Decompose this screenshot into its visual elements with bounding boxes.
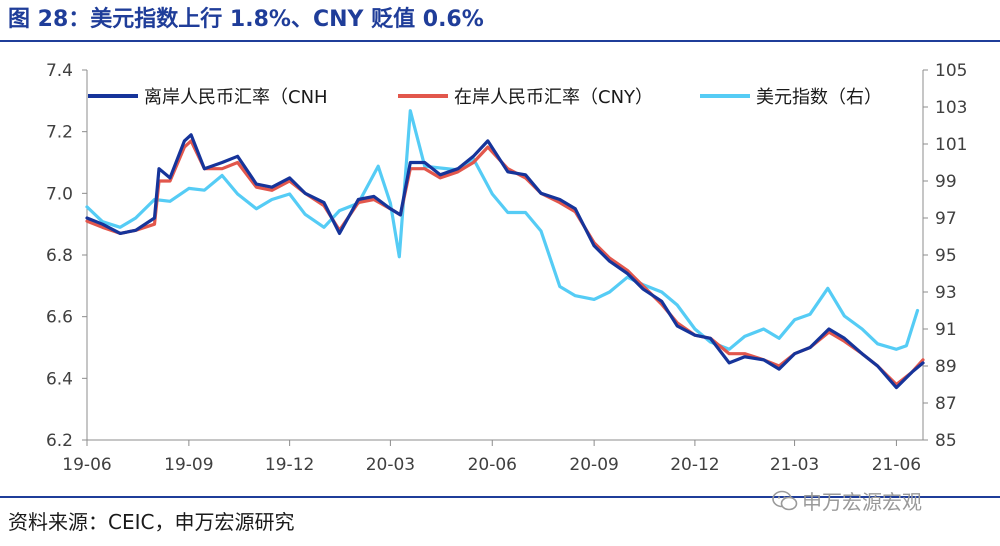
legend: 离岸人民币汇率（CNH 在岸人民币汇率（CNY） 美元指数（右）: [88, 87, 882, 108]
x-tick-label: 19-06: [62, 455, 111, 475]
x-tick-label: 19-12: [265, 455, 314, 475]
left-tick-label: 6.4: [46, 369, 73, 389]
left-tick-label: 7.2: [46, 123, 73, 143]
title-divider: [0, 40, 1000, 42]
right-tick-label: 105: [935, 61, 967, 81]
x-tick-label: 20-03: [366, 455, 415, 475]
x-tick-label: 20-06: [468, 455, 517, 475]
right-tick-label: 91: [935, 320, 957, 340]
series-line-1: [85, 133, 925, 390]
left-tick-label: 6.8: [46, 246, 73, 266]
right-tick-label: 87: [935, 394, 957, 414]
x-tick-label: 21-06: [872, 455, 921, 475]
left-tick-label: 7.0: [46, 184, 73, 204]
right-tick-label: 85: [935, 431, 957, 451]
left-tick-label: 6.6: [46, 308, 73, 328]
wechat-icon: [772, 490, 798, 510]
x-tick-label: 20-12: [670, 455, 719, 475]
left-tick-label: 7.4: [46, 61, 73, 81]
right-tick-label: 89: [935, 357, 957, 377]
series-layer: [85, 109, 925, 390]
right-tick-label: 97: [935, 209, 957, 229]
x-tick-label: 19-09: [164, 455, 213, 475]
source-note: 资料来源：CEIC，申万宏源研究: [8, 510, 295, 534]
legend-label: 离岸人民币汇率（CNH: [144, 87, 328, 108]
watermark-text: 申万宏源宏观: [802, 490, 922, 514]
right-tick-label: 93: [935, 283, 957, 303]
chart-title: 图 28：美元指数上行 1.8%、CNY 贬值 0.6%: [8, 7, 484, 32]
series-line-3: [85, 109, 920, 351]
right-tick-label: 99: [935, 172, 957, 192]
legend-label: 在岸人民币汇率（CNY）: [454, 87, 653, 108]
right-tick-label: 101: [935, 135, 967, 155]
watermark: 申万宏源宏观: [772, 486, 922, 515]
x-tick-label: 21-03: [770, 455, 819, 475]
chart-area: 6.2 6.4 6.6 6.8 7.0 7.2 7.4 85 87 89 91 93 95 97 99 101…: [46, 61, 968, 475]
right-tick-label: 103: [935, 98, 967, 118]
footer-divider: [0, 496, 1000, 498]
x-tick-label: 20-09: [569, 455, 618, 475]
series-line-2: [85, 139, 925, 387]
axes: 6.2 6.4 6.6 6.8 7.0 7.2 7.4 85 87 89 91 93 95 97 99 101…: [46, 61, 968, 475]
left-tick-label: 6.2: [46, 431, 73, 451]
legend-label: 美元指数（右）: [756, 87, 882, 108]
right-tick-label: 95: [935, 246, 957, 266]
